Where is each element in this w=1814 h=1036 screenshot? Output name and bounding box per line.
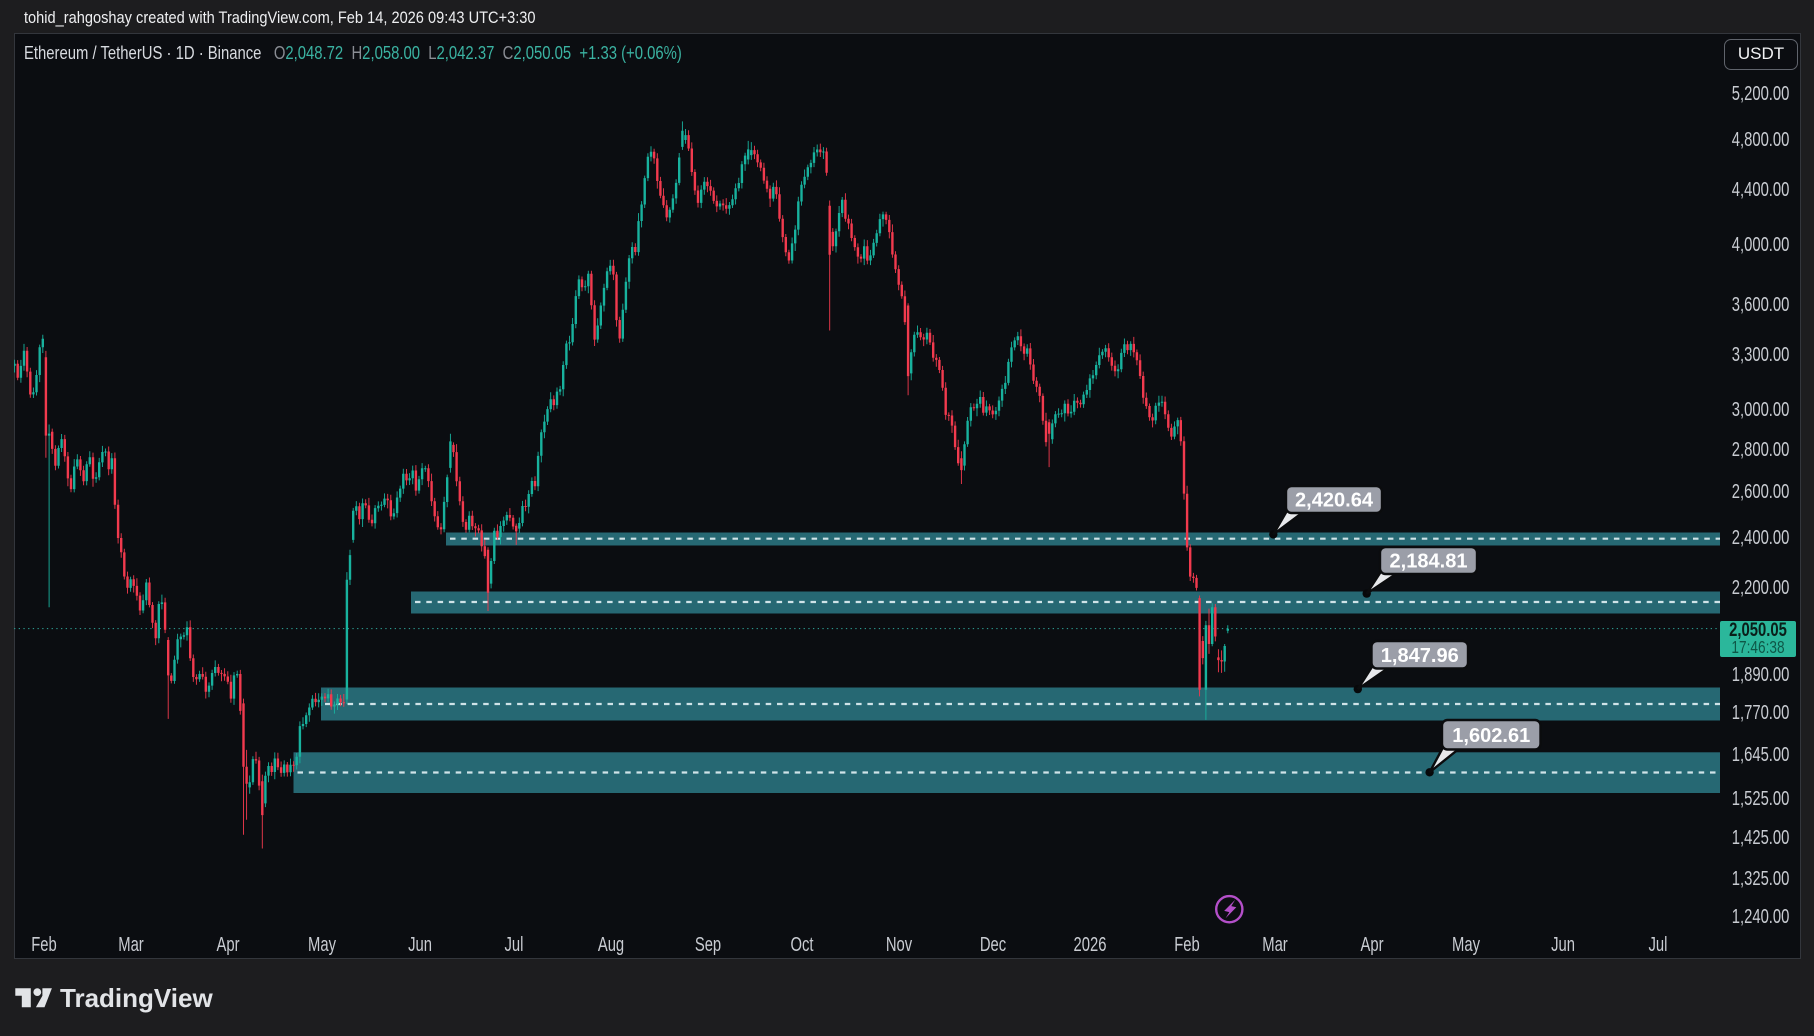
svg-text:2,420.64: 2,420.64	[1295, 490, 1374, 512]
svg-text:2,184.81: 2,184.81	[1390, 551, 1468, 573]
svg-text:1,847.96: 1,847.96	[1381, 645, 1459, 667]
svg-text:1,602.61: 1,602.61	[1452, 725, 1530, 747]
